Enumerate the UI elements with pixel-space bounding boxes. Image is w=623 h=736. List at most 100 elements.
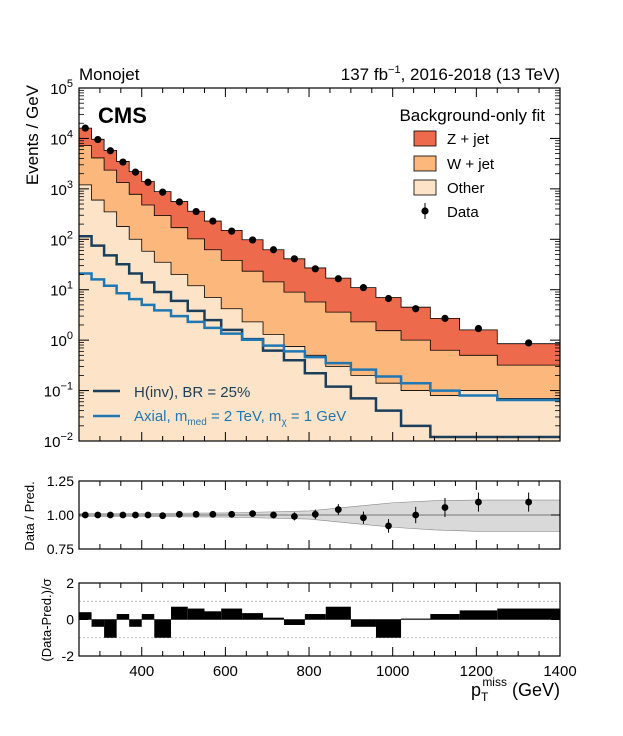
pull-bar (459, 610, 498, 620)
data-point (228, 227, 236, 235)
x-tick-label: 400 (129, 663, 154, 680)
data-point (525, 339, 533, 347)
pull-y-tick-label: -2 (62, 648, 75, 664)
data-point (175, 198, 183, 206)
data-point (192, 207, 200, 216)
data-point (269, 246, 278, 254)
main-frame (78, 87, 561, 442)
data-point (119, 158, 127, 166)
pull-y-tick-label: 0 (66, 612, 74, 628)
legend-label: Other (447, 180, 485, 197)
legend-title: Background-only fit (399, 106, 545, 125)
legend-label: Z + jet (447, 131, 490, 148)
ratio-point (270, 511, 277, 519)
data-point (290, 255, 299, 263)
x-axis-label: pTmiss (GeV) (471, 675, 560, 704)
ratio-point (412, 511, 420, 519)
ratio-point (144, 511, 152, 519)
data-point (474, 324, 483, 333)
y-tick-label: 101 (50, 280, 73, 300)
data-point (81, 124, 89, 132)
pull-bar (116, 614, 130, 620)
pull-bar (263, 617, 284, 620)
data-point (209, 217, 217, 225)
y-tick-label: 104 (50, 128, 73, 148)
y-tick-label: 102 (50, 229, 73, 249)
data-point (248, 236, 257, 244)
pull-bar (154, 619, 172, 638)
pull-bar (141, 614, 155, 620)
pull-bar (401, 618, 431, 620)
cms-label: CMS (98, 103, 147, 128)
ratio-y-tick-label: 1.25 (47, 473, 74, 489)
data-point (106, 147, 114, 155)
ratio-point (525, 498, 533, 506)
y-tick-label: 10−2 (44, 431, 73, 451)
pull-bar (375, 619, 402, 638)
pull-panel: -2 0 2 400 600 800 1000 1200 1400 (62, 575, 577, 680)
pull-bar (283, 619, 305, 625)
ratio-ylabel: Data / Pred. (22, 481, 37, 550)
data-point (334, 275, 342, 283)
ratio-point (385, 522, 392, 530)
ratio-point (132, 511, 139, 519)
data-point (384, 294, 393, 303)
header-left: Monojet (79, 65, 140, 84)
pull-bar (204, 611, 222, 620)
pull-bar (171, 606, 188, 620)
ratio-point (441, 504, 449, 511)
data-point (412, 305, 420, 313)
pull-bar (325, 606, 351, 620)
y-tick-label: 105 (50, 78, 73, 98)
pull-y-tick-label: 2 (66, 575, 74, 591)
y-tick-label: 103 (50, 179, 73, 199)
ratio-point (475, 498, 482, 506)
ratio-point (291, 512, 298, 520)
ratio-point (94, 511, 102, 519)
y-tick-label: 10−1 (44, 381, 73, 401)
data-point (144, 178, 152, 186)
legend-axial-label: Axial, mmed = 2 TeV, mχ = 1 GeV (134, 408, 346, 428)
main-ylabel: Events / GeV (23, 84, 42, 185)
y-tick-label: 100 (50, 330, 73, 350)
ratio-panel: 0.75 1.00 1.25 (47, 473, 561, 557)
x-tick-label: 800 (297, 663, 322, 680)
data-point (441, 314, 449, 322)
ratio-point (334, 506, 342, 513)
pull-bar (104, 619, 117, 638)
legend-hinv-label: H(inv), BR = 25% (134, 384, 250, 401)
x-tick-label: 1200 (460, 663, 493, 680)
ratio-point (119, 511, 127, 519)
ratio-point (175, 510, 183, 518)
pull-bar (304, 614, 326, 620)
pull-bar (79, 612, 92, 620)
pull-bar (129, 619, 142, 627)
pull-bar (497, 608, 560, 620)
ratio-point (159, 512, 167, 520)
pull-ylabel: (Data-Pred.)/σ (39, 578, 54, 661)
pull-bar (350, 619, 376, 627)
pull-bar (242, 613, 264, 620)
ratio-point (311, 510, 319, 518)
pull-bar (221, 608, 243, 620)
main-panel: 10−2 10−1 100 101 102 103 104 105 (44, 78, 561, 451)
data-point (94, 135, 102, 144)
data-point (159, 188, 167, 196)
axial-signal-line (79, 272, 560, 402)
pull-bar (91, 619, 105, 627)
ratio-point (209, 510, 217, 518)
ratio-point (249, 510, 256, 518)
hinv-signal-line (79, 234, 560, 439)
x-tick-label: 600 (213, 663, 238, 680)
legend-swatch (413, 179, 437, 196)
legend-label: W + jet (447, 156, 495, 173)
legend-swatch (413, 155, 437, 172)
data-point (359, 284, 368, 292)
ratio-point (228, 510, 236, 518)
pull-bar (187, 608, 205, 620)
x-tick-label: 1400 (543, 663, 576, 680)
ratio-point (360, 514, 367, 522)
legend-swatch (413, 130, 437, 147)
data-point (311, 265, 319, 273)
